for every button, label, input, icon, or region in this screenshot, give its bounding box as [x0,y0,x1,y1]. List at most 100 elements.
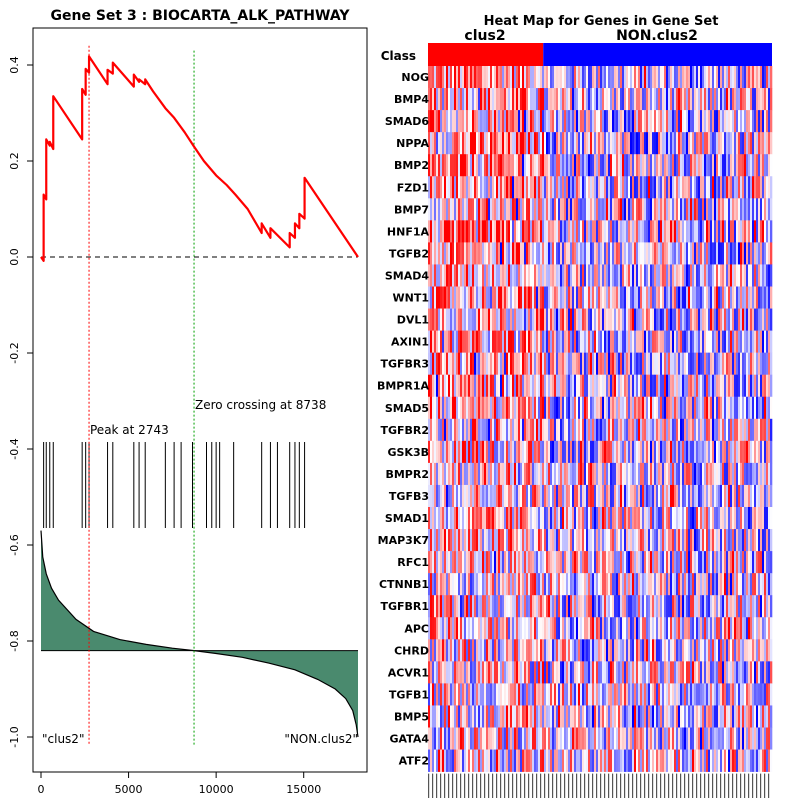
heatmap-cell [638,418,641,442]
heatmap-cell [708,242,711,265]
heatmap-cell [762,352,765,375]
heatmap-cell [502,374,505,398]
heatmap-cell [544,639,547,662]
heatmap-cell [528,595,531,618]
heatmap-cell [758,396,761,420]
heatmap-cell [496,418,499,442]
heatmap-cell [648,617,651,640]
heatmap-cell [500,683,503,706]
heatmap-cell [610,396,613,420]
heatmap-cell [606,617,609,640]
heatmap-cell [602,484,605,508]
heatmap-cell [686,418,689,442]
heatmap-cell [428,330,431,353]
heatmap-cell [444,639,447,662]
heatmap-cell [580,617,583,640]
heatmap-cell [756,462,759,486]
heatmap-cell [710,462,713,486]
heatmap-cell [446,132,449,155]
heatmap-cell [554,661,557,684]
heatmap-cell [502,198,505,221]
heatmap-cell [604,529,607,552]
heatmap-cell [472,617,475,640]
heatmap-cell [710,551,713,574]
heatmap-cell [704,374,707,398]
heatmap-cell [512,639,515,662]
heatmap-cell [614,418,617,442]
heatmap-cell [674,264,677,287]
heatmap-cell [542,639,545,662]
heatmap-cell [604,595,607,618]
heatmap-cell [668,551,671,574]
heatmap-cell [576,595,579,618]
heatmap-cell [440,617,443,640]
heatmap-cell [490,617,493,640]
heatmap-cell [480,529,483,552]
heatmap-cell [506,639,509,662]
heatmap-cell [476,330,479,353]
heatmap-cell [600,132,603,155]
heatmap-cell [684,573,687,596]
heatmap-cell [492,639,495,662]
heatmap-cell [634,154,637,177]
heatmap-cell [740,220,743,243]
heatmap-cell [452,198,455,221]
heatmap-cell [722,110,725,133]
heatmap-cell [732,220,735,243]
heatmap-cell [732,132,735,155]
heatmap-cell [682,330,685,353]
heatmap-cell [538,264,541,287]
heatmap-cell [440,418,443,442]
heatmap-cell [428,198,431,221]
heatmap-cell [680,132,683,155]
heatmap-cell [522,396,525,420]
heatmap-cell [498,110,501,133]
heatmap-cell [494,529,497,552]
heatmap-cell [630,617,633,640]
heatmap-cell [430,484,433,508]
heatmap-cell [640,639,643,662]
heatmap-cell [460,462,463,486]
heatmap-cell [680,440,683,464]
heatmap-cell [558,308,561,331]
heatmap-cell [658,154,661,177]
heatmap-cell [620,132,623,155]
heatmap-cell [652,220,655,243]
heatmap-cell [738,396,741,420]
heatmap-cell [554,374,557,398]
heatmap-cell [558,529,561,552]
heatmap-cell [590,683,593,706]
heatmap-cell [592,440,595,464]
heatmap-cell [598,551,601,574]
heatmap-cell [744,374,747,398]
heatmap-cell [456,683,459,706]
heatmap-cell [534,440,537,464]
heatmap-cell [678,330,681,353]
heatmap-cell [518,198,521,221]
heatmap-cell [608,595,611,618]
heatmap-cell [750,352,753,375]
heatmap-cell [482,242,485,265]
heatmap-cell [444,661,447,684]
heatmap-cell [666,639,669,662]
heatmap-cell [746,264,749,287]
heatmap-cell [550,88,553,111]
heatmap-cell [452,352,455,375]
heatmap-cell [616,595,619,618]
heatmap-cell [552,507,555,530]
heatmap-cell [584,418,587,442]
heatmap-cell [712,132,715,155]
y-tick-label: -0.8 [8,630,21,651]
heatmap-cell [504,220,507,243]
heatmap-cell [754,374,757,398]
heatmap-cell [708,617,711,640]
heatmap-cell [498,88,501,111]
heatmap-cell [482,198,485,221]
heatmap-cell [756,110,759,133]
heatmap-cell [730,352,733,375]
heatmap-cell [480,352,483,375]
heatmap-cell [602,198,605,221]
heatmap-cell [634,484,637,508]
heatmap-cell [710,352,713,375]
